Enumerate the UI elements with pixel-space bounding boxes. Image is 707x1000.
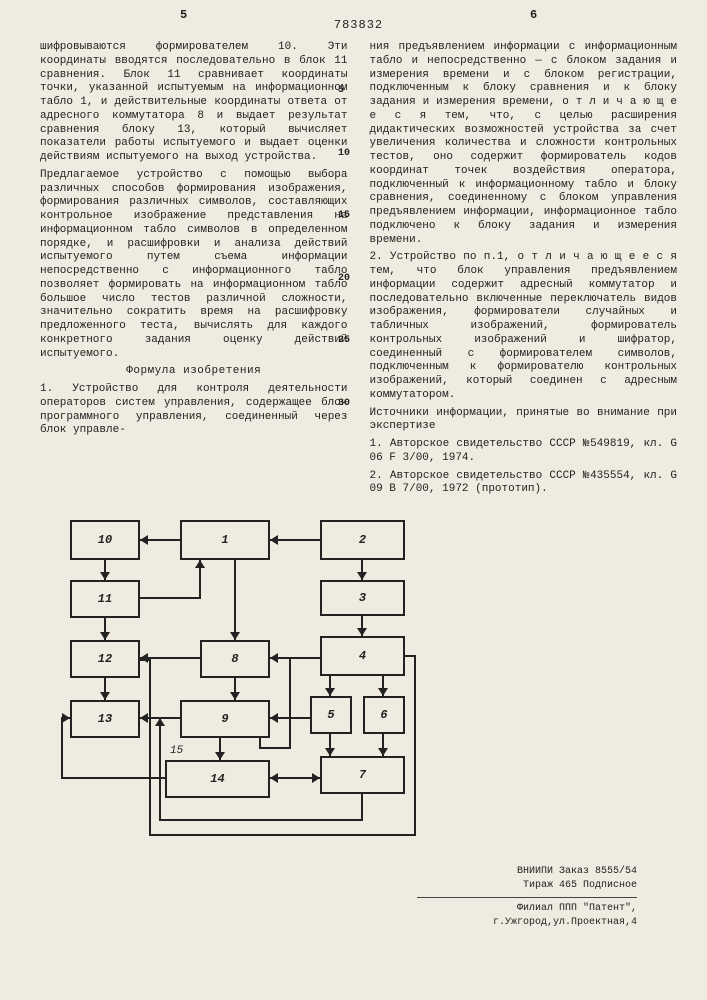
text-columns: 5 10 15 20 25 30 шифровываются формирователем… (40, 41, 677, 471)
line-number: 25 (338, 335, 350, 348)
footer-l4: г.Ужгород,ул.Проектная,4 (417, 916, 637, 930)
block-diagram: 101211312841395614715 (60, 500, 415, 870)
line-numbers: 5 10 15 20 25 30 (338, 41, 350, 410)
block-3: 3 (320, 580, 405, 616)
block-7: 7 (320, 756, 405, 794)
line-number: 10 (338, 148, 350, 161)
left-p3: 1. Устройство для контроля деятельности … (40, 383, 348, 438)
formula-title: Формула изобретения (40, 365, 348, 379)
footer: ВНИИПИ Заказ 8555/54 Тираж 465 Подписное… (417, 865, 637, 930)
footer-rule (417, 897, 637, 898)
line-number: 20 (338, 273, 350, 286)
footer-l2: Тираж 465 Подписное (417, 879, 637, 893)
right-column: ния предъявлением информации с информаци… (370, 41, 678, 471)
left-column: шифровываются формирователем 10. Эти коо… (40, 41, 348, 471)
block-5: 5 (310, 696, 352, 734)
patent-number: 783832 (40, 18, 677, 33)
block-2: 2 (320, 520, 405, 560)
label-15: 15 (170, 745, 183, 759)
line-number: 30 (338, 398, 350, 411)
block-11: 11 (70, 580, 140, 618)
sources-title: Источники информации, принятые во вниман… (370, 407, 678, 435)
left-p1: шифровываются формирователем 10. Эти коо… (40, 41, 348, 165)
block-13: 13 (70, 700, 140, 738)
right-p2: 2. Устройство по п.1, о т л и ч а ю щ е … (370, 251, 678, 402)
footer-l3: Филиал ППП "Патент", (417, 902, 637, 916)
block-4: 4 (320, 636, 405, 676)
right-p1: ния предъявлением информации с информаци… (370, 41, 678, 247)
block-14: 14 (165, 760, 270, 798)
block-8: 8 (200, 640, 270, 678)
line-number: 15 (338, 210, 350, 223)
footer-l1: ВНИИПИ Заказ 8555/54 (417, 865, 637, 879)
block-10: 10 (70, 520, 140, 560)
block-6: 6 (363, 696, 405, 734)
col-mark-right: 6 (530, 8, 537, 23)
block-1: 1 (180, 520, 270, 560)
source-2: 2. Авторское свидетельство СССР №435554,… (370, 470, 678, 498)
line-number: 5 (338, 85, 350, 98)
block-9: 9 (180, 700, 270, 738)
block-12: 12 (70, 640, 140, 678)
left-p2: Предлагаемое устройство с помощью выбора… (40, 169, 348, 362)
source-1: 1. Авторское свидетельство СССР №549819,… (370, 438, 678, 466)
col-mark-left: 5 (180, 8, 187, 23)
